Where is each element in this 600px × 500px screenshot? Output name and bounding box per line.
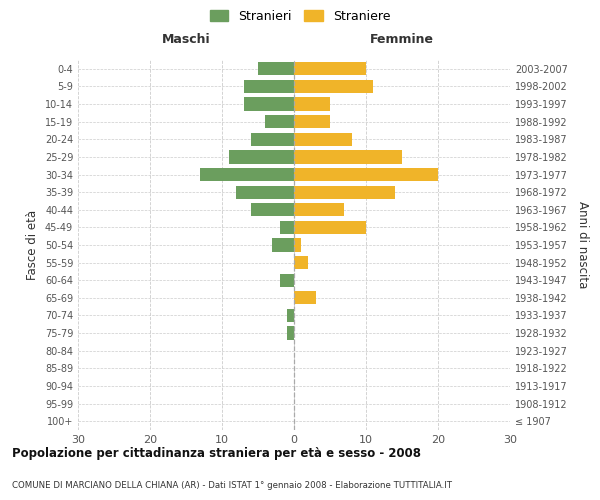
Bar [287,309,294,322]
Bar [280,274,294,287]
Bar [294,98,330,110]
Bar [294,238,301,252]
Bar [294,168,438,181]
Bar [200,168,294,181]
Bar [294,132,352,146]
Bar [294,115,330,128]
Bar [294,80,373,93]
Bar [244,98,294,110]
Y-axis label: Fasce di età: Fasce di età [26,210,39,280]
Bar [251,203,294,216]
Y-axis label: Anni di nascita: Anni di nascita [576,202,589,288]
Bar [229,150,294,164]
Text: Popolazione per cittadinanza straniera per età e sesso - 2008: Popolazione per cittadinanza straniera p… [12,448,421,460]
Text: COMUNE DI MARCIANO DELLA CHIANA (AR) - Dati ISTAT 1° gennaio 2008 - Elaborazione: COMUNE DI MARCIANO DELLA CHIANA (AR) - D… [12,480,452,490]
Bar [294,203,344,216]
Text: Femmine: Femmine [370,33,434,46]
Bar [236,186,294,198]
Legend: Stranieri, Straniere: Stranieri, Straniere [206,6,394,26]
Bar [294,150,402,164]
Bar [258,62,294,76]
Bar [272,238,294,252]
Bar [294,256,308,269]
Bar [251,132,294,146]
Bar [294,221,366,234]
Bar [280,221,294,234]
Bar [294,186,395,198]
Bar [294,62,366,76]
Bar [244,80,294,93]
Bar [287,326,294,340]
Text: Maschi: Maschi [161,33,211,46]
Bar [265,115,294,128]
Bar [294,291,316,304]
